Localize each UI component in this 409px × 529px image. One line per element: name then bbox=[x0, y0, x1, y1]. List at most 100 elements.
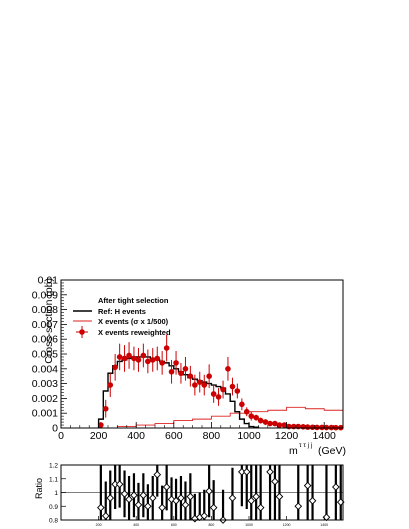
x-tick-label: 0 bbox=[58, 430, 64, 442]
main-axes: 00.0010.0020.0030.0040.0050.0060.0070.00… bbox=[32, 275, 336, 443]
ratio-point bbox=[134, 501, 143, 509]
data-point bbox=[140, 352, 147, 359]
y-axis-label: Cross-section (pb) bbox=[43, 278, 55, 364]
data-point bbox=[154, 355, 161, 362]
y-tick-label: 0.003 bbox=[32, 378, 58, 390]
x-tick-label: 800 bbox=[203, 430, 221, 442]
data-point bbox=[262, 419, 269, 425]
data-point bbox=[98, 422, 104, 428]
data-point bbox=[210, 391, 217, 397]
ratio-point bbox=[228, 494, 237, 502]
ratio-axes: 0.8 0.9 1 1.1 1.2 200 400 600 800 1000 1200 1400 bbox=[49, 463, 328, 528]
data-point bbox=[159, 360, 165, 366]
data-point bbox=[309, 424, 316, 431]
ratio-point bbox=[120, 490, 129, 498]
data-point bbox=[220, 386, 226, 393]
data-point bbox=[215, 394, 222, 400]
ratio-data-marks bbox=[61, 465, 345, 524]
y-tick-label: 0.001 bbox=[32, 408, 58, 420]
x-axis-label-superscript: τ τ j j bbox=[299, 442, 312, 449]
data-point bbox=[248, 413, 255, 419]
data-point bbox=[112, 364, 118, 371]
x-axis-label-unit: (GeV) bbox=[318, 445, 346, 457]
data-point bbox=[304, 424, 311, 430]
ratio-point bbox=[97, 503, 105, 512]
main-data-marks bbox=[61, 334, 344, 431]
ratio-point bbox=[205, 487, 213, 495]
ratio-x-tick-label: 1200 bbox=[283, 523, 291, 527]
ratio-point bbox=[181, 501, 190, 509]
y-tick-label: 0.009 bbox=[32, 289, 58, 301]
data-point bbox=[257, 417, 264, 424]
ratio-point bbox=[271, 477, 279, 486]
data-point bbox=[121, 355, 128, 362]
ratio-point bbox=[177, 494, 185, 502]
legend-header: After tight selection bbox=[98, 296, 169, 305]
ratio-point bbox=[101, 512, 110, 520]
ratio-x-tick-label: 1000 bbox=[245, 523, 253, 527]
data-point bbox=[225, 366, 231, 372]
ratio-point bbox=[332, 483, 340, 491]
y-tick-label: 0.008 bbox=[32, 304, 58, 316]
data-point bbox=[272, 420, 278, 427]
data-point bbox=[234, 388, 241, 394]
data-point bbox=[168, 368, 175, 375]
data-point bbox=[239, 401, 245, 408]
main-plot: 00.0010.0020.0030.0040.0050.0060.0070.00… bbox=[32, 275, 346, 458]
legend-entry-label: X events (σ x 1/500) bbox=[98, 317, 169, 326]
data-point bbox=[182, 366, 189, 372]
ratio-y-tick-label: 0.9 bbox=[49, 504, 58, 511]
x-axis-label: m τ τ j j (GeV) bbox=[289, 442, 346, 457]
y-tick-label: 0.002 bbox=[32, 393, 58, 405]
y-tick-label: 0.005 bbox=[32, 349, 58, 361]
ratio-point bbox=[266, 468, 274, 476]
ratio-point bbox=[158, 503, 166, 512]
data-point bbox=[276, 422, 283, 428]
data-point bbox=[319, 424, 325, 431]
ratio-point bbox=[172, 496, 180, 505]
data-point bbox=[116, 354, 123, 360]
ratio-point bbox=[242, 468, 251, 476]
ratio-point bbox=[200, 512, 209, 520]
data-point bbox=[107, 382, 114, 388]
data-point bbox=[131, 355, 137, 362]
data-point bbox=[173, 360, 179, 366]
data-point bbox=[253, 414, 259, 421]
ratio-point bbox=[294, 502, 303, 511]
legend-swatch-marker bbox=[79, 329, 85, 335]
ratio-point bbox=[209, 503, 218, 512]
x-tick-label: 1000 bbox=[237, 430, 261, 442]
ratio-x-tick-label: 400 bbox=[133, 523, 139, 527]
ratio-x-tick-label: 200 bbox=[96, 523, 102, 527]
data-point bbox=[145, 358, 151, 365]
ratio-y-axis-label: Ratio bbox=[34, 478, 44, 499]
ratio-point bbox=[275, 492, 284, 501]
ratio-point bbox=[308, 496, 317, 505]
data-point bbox=[126, 352, 132, 359]
ratio-point bbox=[252, 492, 260, 501]
ratio-point bbox=[162, 483, 171, 491]
data-point bbox=[267, 420, 273, 427]
data-point bbox=[178, 370, 184, 377]
x-tick-label: 400 bbox=[127, 430, 145, 442]
x-tick-label: 1400 bbox=[313, 430, 337, 442]
ratio-point bbox=[130, 491, 138, 500]
ratio-y-tick-label: 1 bbox=[54, 490, 58, 497]
ratio-y-tick-label: 1.1 bbox=[49, 476, 58, 483]
data-point bbox=[102, 405, 109, 412]
ratio-point bbox=[186, 492, 195, 501]
legend-entry-label: Ref: H events bbox=[98, 307, 146, 316]
ratio-plot: 0.8 0.9 1 1.1 1.2 200 400 600 800 1000 1200 1400 Ra… bbox=[34, 463, 345, 528]
data-point bbox=[201, 382, 208, 388]
x-tick-label: 600 bbox=[165, 430, 183, 442]
data-point bbox=[187, 373, 194, 380]
ratio-y-tick-label: 1.2 bbox=[49, 463, 58, 470]
ratio-point bbox=[153, 470, 162, 479]
y-tick-label: 0.004 bbox=[32, 363, 58, 375]
x-tick-label: 1200 bbox=[275, 430, 299, 442]
ratio-point bbox=[303, 481, 312, 490]
reference-histogram bbox=[97, 356, 260, 428]
data-point bbox=[163, 345, 170, 351]
